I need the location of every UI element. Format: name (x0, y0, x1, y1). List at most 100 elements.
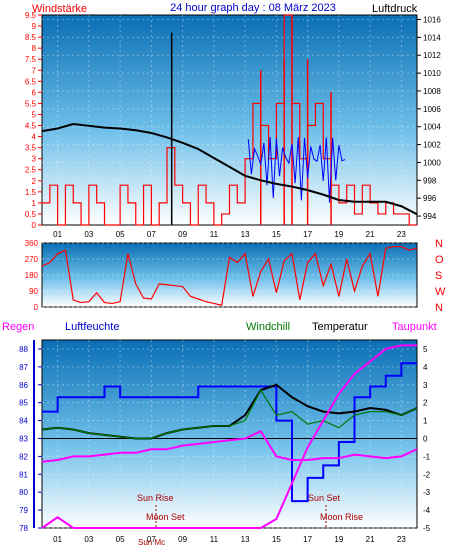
right-tick-label: 1006 (423, 105, 441, 114)
right-tick-label: 998 (423, 176, 437, 185)
left-tick-label: 8 (32, 44, 37, 53)
x-tick-label: 05 (116, 535, 125, 544)
right-tick-label: 3 (423, 381, 428, 390)
series-taupunkt-line (41, 430, 418, 463)
left-tick-label: 88 (19, 345, 28, 354)
panel3-series (41, 344, 418, 529)
left-tick-label: 3 (32, 155, 37, 164)
left-tick-label: 2.5 (25, 166, 37, 175)
x-tick-label: 11 (210, 535, 219, 544)
label-temperatur: Temperatur (312, 321, 368, 333)
x-tick-label: 15 (272, 230, 281, 239)
right-tick-label: 1004 (423, 123, 441, 132)
left-tick-label: 5.5 (25, 99, 37, 108)
right-tick-label: 1002 (423, 141, 441, 150)
left-tick-label: 79 (19, 506, 28, 515)
left-tick-label: 80 (19, 488, 28, 497)
left-tick-label: 87 (19, 363, 28, 372)
annotation-moon-set: Moon Set (146, 512, 185, 522)
x-tick-label: 07 (147, 535, 156, 544)
direction-label: N (435, 302, 443, 314)
left-tick-label: 82 (19, 452, 28, 461)
left-tick-label: 84 (19, 417, 28, 426)
left-tick-label: 8.5 (25, 33, 37, 42)
x-tick-label: 23 (397, 535, 406, 544)
right-tick-label: 1012 (423, 51, 441, 60)
series-regen-line (41, 344, 417, 529)
right-tick-label: -1 (423, 452, 431, 461)
left-tick-label: 83 (19, 434, 28, 443)
direction-label: N (435, 238, 443, 250)
header-right-label: Luftdruck (372, 3, 418, 15)
x-tick-label: 05 (116, 230, 125, 239)
left-tick-label: 4 (32, 133, 37, 142)
right-tick-label: -4 (423, 506, 431, 515)
left-tick-label: 81 (19, 470, 28, 479)
x-tick-label: 09 (178, 230, 187, 239)
x-tick-label: 01 (53, 535, 62, 544)
left-tick-label: 0.5 (25, 210, 37, 219)
left-tick-label: 1 (32, 199, 37, 208)
right-tick-label: 2 (423, 399, 428, 408)
panel1-x-axis: 01 03 05 07 09 11 13 15 17 19 21 23 (53, 230, 406, 239)
right-tick-label: 0 (423, 434, 428, 443)
x-tick-label: 07 (147, 230, 156, 239)
left-tick-label: 7.5 (25, 55, 37, 64)
left-tick-label: 4.5 (25, 122, 37, 131)
right-tick-label: 1000 (423, 158, 441, 167)
x-tick-label: 01 (53, 230, 62, 239)
direction-label: S (435, 270, 442, 282)
right-tick-label: 1 (423, 417, 428, 426)
left-tick-label: 9.5 (25, 11, 37, 20)
left-tick-label: 270 (25, 255, 39, 264)
pressure-line (41, 123, 418, 216)
annotation-sun-set: Sun Set (308, 493, 341, 503)
label-luftfeuchte: Luftfeuchte (65, 321, 119, 333)
label-regen: Regen (2, 321, 34, 333)
right-tick-label: 1014 (423, 33, 441, 42)
annotation-sun-rise: Sun Rise (137, 493, 174, 503)
annotation-sun-mc: Sun Mc (138, 538, 165, 547)
left-tick-label: 85 (19, 399, 28, 408)
right-tick-label: 994 (423, 212, 437, 221)
left-tick-label: 78 (19, 524, 28, 533)
x-tick-label: 15 (272, 535, 281, 544)
x-tick-label: 17 (303, 230, 312, 239)
left-tick-label: 180 (25, 271, 39, 280)
x-tick-label: 11 (210, 230, 219, 239)
right-tick-label: 996 (423, 194, 437, 203)
left-tick-label: 6.5 (25, 77, 37, 86)
x-tick-label: 21 (366, 230, 375, 239)
right-tick-label: 1016 (423, 15, 441, 24)
left-tick-label: 5 (32, 110, 37, 119)
left-tick-label: 3.5 (25, 144, 37, 153)
panel3-left-axis: 78 79 80 81 82 83 84 85 86 87 88 (19, 340, 42, 533)
x-tick-label: 03 (84, 535, 93, 544)
x-tick-label: 13 (241, 230, 250, 239)
left-tick-label: 6 (32, 88, 37, 97)
right-tick-label: 5 (423, 345, 428, 354)
right-tick-label: -2 (423, 470, 431, 479)
panel2-series (41, 245, 418, 306)
wind-average-line (247, 136, 346, 203)
header-title: 24 hour graph day : 08 März 2023 (170, 2, 336, 14)
panel3-right-axis: -5 -4 -3 -2 -1 0 1 2 3 4 5 (423, 345, 431, 533)
left-tick-label: 1.5 (25, 188, 37, 197)
x-tick-label: 19 (334, 230, 343, 239)
left-tick-label: 9 (32, 22, 37, 31)
right-tick-label: 1008 (423, 87, 441, 96)
panel1-right-axis: 994 996 998 1000 1002 1004 1006 1008 1010 1012 101… (417, 15, 441, 221)
left-tick-label: 2 (32, 177, 37, 186)
series-windchill-line (41, 388, 418, 440)
direction-label: W (435, 286, 446, 298)
x-tick-label: 23 (397, 230, 406, 239)
panel3-x-axis: 01 03 05 07 09 11 13 15 17 19 21 23 (53, 535, 406, 544)
left-tick-label: 360 (25, 239, 39, 248)
header-left-label: Windstärke (32, 3, 87, 15)
left-tick-label: 86 (19, 381, 28, 390)
x-tick-label: 09 (178, 535, 187, 544)
panel1-series (41, 14, 418, 226)
